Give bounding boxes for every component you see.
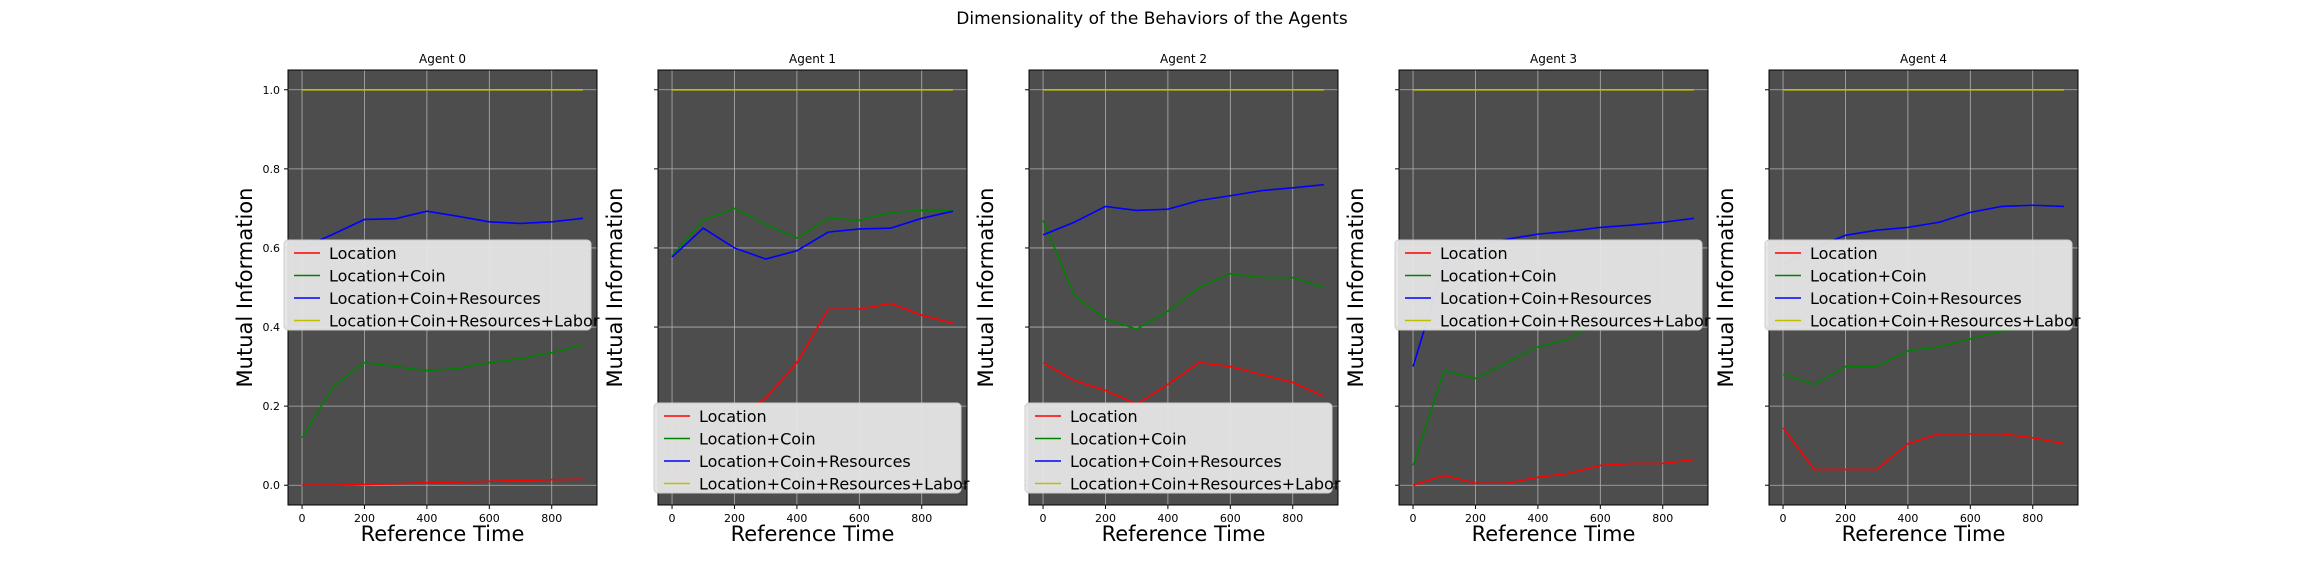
legend-entry: Location+Coin — [1070, 430, 1187, 449]
series-line-location-coin — [1042, 219, 1325, 330]
legend-entry: Location — [1440, 244, 1508, 263]
x-axis-label: Reference Time — [1842, 522, 2006, 546]
series-line-location-coin-resources — [671, 210, 954, 260]
legend-entry: Location+Coin+Resources — [699, 452, 911, 471]
legend: Location Location+Coin Location+Coin+Resou… — [1394, 239, 1711, 331]
legend-box — [1764, 239, 2073, 331]
subplot-title: Agent 1 — [789, 52, 836, 66]
subplot-agent-0: 0 200 400 600 800 0.0 0.2 0.4 0.6 0.8 1.0 Agent 0 Re… — [233, 52, 600, 546]
legend-entry: Location+Coin+Resources+Labor — [329, 312, 600, 331]
legend: Location Location+Coin Location+Coin+Resou… — [1764, 239, 2081, 331]
x-tick-label: 0 — [299, 512, 306, 525]
legend-entry: Location — [329, 244, 397, 263]
legend-entry: Location — [1070, 407, 1138, 426]
legend-entry: Location+Coin — [1440, 267, 1557, 286]
y-tick-label: 1.0 — [263, 84, 281, 97]
x-tick-label: 800 — [541, 512, 562, 525]
x-tick-label: 200 — [1835, 512, 1856, 525]
x-tick-label: 800 — [1282, 512, 1303, 525]
subplot-title: Agent 4 — [1900, 52, 1947, 66]
y-tick-label: 0.0 — [263, 479, 281, 492]
x-tick-label: 600 — [479, 512, 500, 525]
legend-entry: Location+Coin+Resources+Labor — [1070, 475, 1341, 494]
legend-entry: Location+Coin — [329, 267, 446, 286]
legend-entry: Location+Coin+Resources — [1440, 289, 1652, 308]
y-axis-label: Mutual Information — [603, 188, 627, 388]
legend: Location Location+Coin Location+Coin+Resou… — [1024, 402, 1341, 494]
y-tick-label: 0.4 — [263, 321, 281, 334]
subplot-title: Agent 0 — [419, 52, 466, 66]
series-line-location-coin-resources — [1042, 183, 1325, 236]
y-axis-label: Mutual Information — [1714, 188, 1738, 388]
x-tick-label: 0 — [1410, 512, 1417, 525]
x-tick-label: 200 — [724, 512, 745, 525]
subplot-agent-2: 0 200 400 600 800 Agent 2 Reference Time Mutual… — [974, 52, 1341, 546]
legend-box — [1024, 402, 1333, 494]
x-tick-label: 600 — [1960, 512, 1981, 525]
legend-entry: Location+Coin+Resources — [1070, 452, 1282, 471]
x-tick-label: 200 — [1095, 512, 1116, 525]
y-axis-label: Mutual Information — [974, 188, 998, 388]
x-tick-label: 400 — [1527, 512, 1548, 525]
series-line-location — [1042, 361, 1325, 406]
y-axis-label: Mutual Information — [233, 188, 257, 388]
legend-entry: Location+Coin+Resources — [1810, 289, 2022, 308]
legend-entry: Location+Coin — [699, 430, 816, 449]
legend-entry: Location+Coin+Resources+Labor — [1810, 312, 2081, 331]
x-tick-label: 600 — [849, 512, 870, 525]
legend: Location Location+Coin Location+Coin+Resou… — [653, 402, 970, 494]
y-tick-label: 0.2 — [263, 400, 281, 413]
figure-title: Dimensionality of the Behaviors of the A… — [956, 9, 1348, 29]
y-tick-label: 0.6 — [263, 242, 281, 255]
series-line-location-coin — [671, 207, 953, 257]
x-tick-label: 800 — [1652, 512, 1673, 525]
axes-frame — [657, 69, 968, 506]
subplot-agent-1: 0 200 400 600 800 Agent 1 Reference Time Mutual… — [603, 52, 970, 546]
x-tick-label: 0 — [1780, 512, 1787, 525]
x-axis-label: Reference Time — [1102, 522, 1266, 546]
series-line-location — [1412, 458, 1695, 486]
x-tick-label: 800 — [2022, 512, 2043, 525]
legend-box — [653, 402, 962, 494]
subplot-title: Agent 2 — [1160, 52, 1207, 66]
x-tick-label: 800 — [911, 512, 932, 525]
x-axis-label: Reference Time — [1472, 522, 1636, 546]
x-tick-label: 600 — [1590, 512, 1611, 525]
x-tick-label: 200 — [354, 512, 375, 525]
subplot-agent-3: 0 200 400 600 800 Agent 3 Reference Time Mutual… — [1344, 52, 1711, 546]
legend-entry: Location+Coin+Resources — [329, 289, 541, 308]
legend-box — [1394, 239, 1703, 331]
x-axis-label: Reference Time — [361, 522, 525, 546]
legend-entry: Location+Coin+Resources+Labor — [699, 475, 970, 494]
x-tick-label: 600 — [1220, 512, 1241, 525]
y-axis-label: Mutual Information — [1344, 188, 1368, 388]
x-tick-label: 400 — [786, 512, 807, 525]
subplot-agent-4: 0 200 400 600 800 Agent 4 Reference Time Mutual… — [1714, 52, 2081, 546]
x-tick-label: 0 — [1040, 512, 1047, 525]
x-tick-label: 200 — [1465, 512, 1486, 525]
legend-entry: Location — [699, 407, 767, 426]
x-tick-label: 400 — [1157, 512, 1178, 525]
y-tick-label: 0.8 — [263, 163, 281, 176]
legend-box — [283, 239, 592, 331]
series-line-location-coin-resources — [301, 210, 584, 249]
x-axis-label: Reference Time — [731, 522, 895, 546]
series-line-location — [302, 478, 583, 487]
subplot-title: Agent 3 — [1530, 52, 1577, 66]
subplot-grid: 0 200 400 600 800 0.0 0.2 0.4 0.6 0.8 1.0 Agent 0 Re… — [233, 52, 2081, 546]
legend-entry: Location+Coin+Resources+Labor — [1440, 312, 1711, 331]
x-tick-label: 400 — [416, 512, 437, 525]
series-line-location — [1782, 427, 2065, 471]
x-tick-label: 400 — [1897, 512, 1918, 525]
axes-frame — [1028, 69, 1339, 506]
x-tick-label: 0 — [669, 512, 676, 525]
legend-entry: Location+Coin — [1810, 267, 1927, 286]
legend-entry: Location — [1810, 244, 1878, 263]
series-line-location-coin — [301, 344, 584, 439]
legend: Location Location+Coin Location+Coin+Resou… — [283, 239, 600, 331]
